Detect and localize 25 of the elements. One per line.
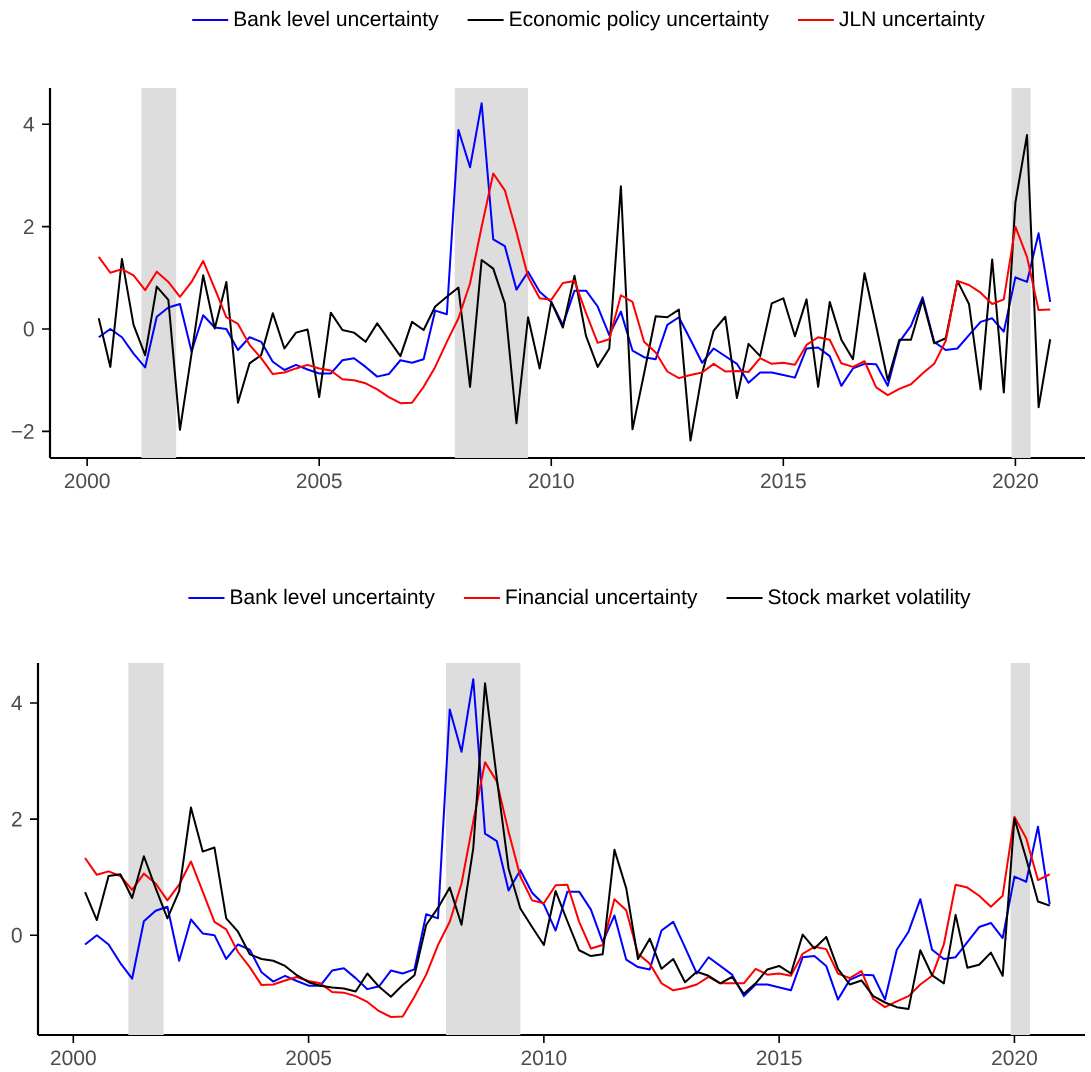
line-series xyxy=(97,172,1052,405)
x-tick-label: 2000 xyxy=(64,473,110,489)
legend-label: Financial uncertainty xyxy=(506,588,698,609)
y-tick-label: 4 xyxy=(11,695,22,711)
line-series xyxy=(97,133,1052,442)
y-tick-label: 0 xyxy=(23,321,34,337)
x-tick-label: 2020 xyxy=(992,1050,1037,1066)
x-tick-label: 2010 xyxy=(528,473,574,489)
x-tick-label: 2010 xyxy=(521,1050,567,1066)
x-tick-label: 2015 xyxy=(761,473,806,489)
x-tick-label: 2005 xyxy=(286,1050,332,1066)
y-tick-label: 2 xyxy=(11,811,22,827)
y-tick-label: 2 xyxy=(24,219,34,234)
legend-label: Bank level uncertainty xyxy=(234,10,439,31)
y-tick-label: 4 xyxy=(23,117,34,132)
legend-label: Bank level uncertainty xyxy=(231,588,435,609)
x-tick-label: 2015 xyxy=(756,1050,802,1066)
legend-label: Economic policy uncertainty xyxy=(510,10,769,31)
y-tick-label: 0 xyxy=(11,927,22,943)
legend-label: JLN uncertainty xyxy=(839,10,985,31)
legend-label: Stock market volatility xyxy=(768,588,971,609)
x-tick-label: 2020 xyxy=(993,473,1038,489)
x-tick-label: 2005 xyxy=(296,473,342,489)
x-tick-label: 2000 xyxy=(51,1050,96,1066)
y-tick-label: −2 xyxy=(11,423,34,439)
